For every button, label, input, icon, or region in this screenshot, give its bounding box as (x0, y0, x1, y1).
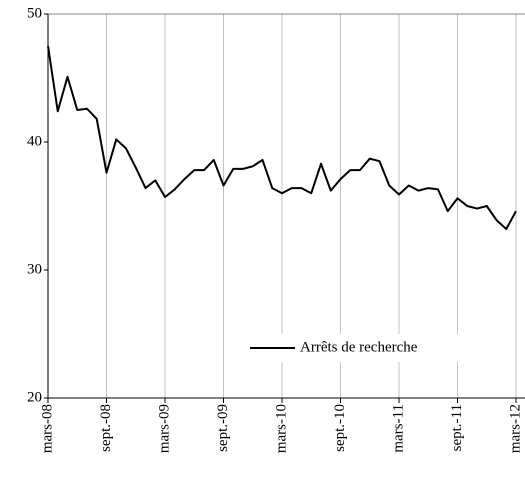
x-tick-label: mars-09 (156, 404, 172, 453)
x-tick-label: mars-12 (507, 404, 523, 453)
x-tick-label: sept.-09 (215, 404, 231, 452)
x-tick-label: mars-10 (273, 404, 289, 453)
y-tick-label: 30 (27, 261, 42, 277)
y-tick-label: 40 (27, 133, 42, 149)
y-tick-label: 50 (27, 5, 42, 21)
x-tick-label: mars-11 (390, 404, 406, 453)
legend-label: Arrêts de recherche (300, 339, 418, 355)
x-tick-label: sept.-10 (332, 404, 348, 452)
y-tick-label: 20 (27, 389, 42, 405)
x-tick-label: sept.-11 (449, 404, 465, 451)
data-line (47, 45, 517, 231)
x-tick-label: sept.-08 (98, 404, 114, 452)
x-tick-label: mars-08 (39, 404, 55, 453)
